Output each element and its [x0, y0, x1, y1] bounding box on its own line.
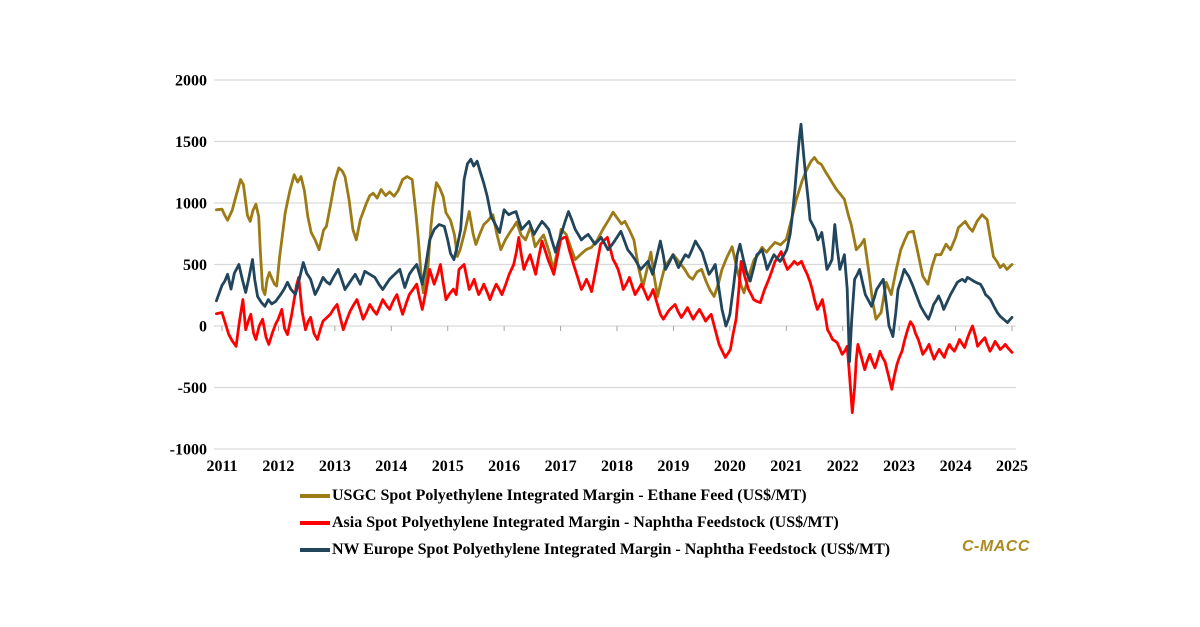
- x-axis-tick-label: 2019: [657, 458, 689, 475]
- y-axis-tick-label: -1000: [170, 442, 207, 459]
- legend-item-usgc: USGC Spot Polyethylene Integrated Margin…: [300, 482, 890, 509]
- x-axis-tick-label: 2023: [883, 458, 915, 475]
- legend-label-usgc: USGC Spot Polyethylene Integrated Margin…: [332, 487, 807, 504]
- series-line-nweurope: [214, 122, 1014, 364]
- y-axis-tick-label: -500: [178, 380, 207, 397]
- x-axis-tick-label: 2015: [432, 458, 464, 475]
- legend-label-nweurope: NW Europe Spot Polyethylene Integrated M…: [332, 541, 891, 558]
- x-axis-tick-label: 2020: [714, 458, 746, 475]
- y-axis-tick-label: 1500: [175, 134, 207, 151]
- cmacc-logo: C-MACC: [962, 538, 1030, 555]
- x-axis-tick-label: 2024: [940, 458, 972, 475]
- legend-item-nweurope: NW Europe Spot Polyethylene Integrated M…: [300, 536, 890, 563]
- series-line-usgc: [214, 156, 1014, 321]
- y-axis-tick-label: 500: [183, 257, 207, 274]
- chart-legend: USGC Spot Polyethylene Integrated Margin…: [300, 482, 890, 563]
- x-axis-tick-label: 2012: [262, 458, 294, 475]
- x-axis-tick-label: 2013: [319, 458, 351, 475]
- x-axis-tick-label: 2011: [206, 458, 237, 475]
- legend-label-asia: Asia Spot Polyethylene Integrated Margin…: [332, 514, 839, 531]
- nweurope-line-swatch-icon: [300, 547, 330, 552]
- y-axis-tick-label: 0: [199, 319, 207, 336]
- x-axis-tick-label: 2016: [488, 458, 520, 475]
- y-axis-tick-label: 1000: [175, 196, 207, 213]
- x-axis-tick-label: 2018: [601, 458, 633, 475]
- usgc-line-swatch-icon: [300, 493, 330, 498]
- x-axis-tick-label: 2021: [770, 458, 802, 475]
- series-line-asia: [214, 235, 1014, 415]
- y-axis-tick-label: 2000: [175, 73, 207, 90]
- x-axis-tick-label: 2025: [996, 458, 1028, 475]
- x-axis-tick-label: 2022: [827, 458, 859, 475]
- asia-line-swatch-icon: [300, 520, 330, 525]
- legend-item-asia: Asia Spot Polyethylene Integrated Margin…: [300, 509, 890, 536]
- x-axis-tick-label: 2014: [375, 458, 407, 475]
- x-axis-tick-label: 2017: [545, 458, 577, 475]
